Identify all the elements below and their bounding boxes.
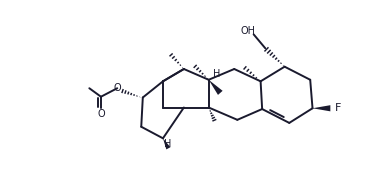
Text: F: F — [335, 103, 341, 113]
Text: O: O — [97, 109, 105, 119]
Text: OH: OH — [241, 26, 256, 36]
Text: H: H — [213, 69, 220, 79]
Text: H: H — [164, 139, 171, 150]
Polygon shape — [313, 105, 330, 111]
Text: O: O — [113, 83, 121, 93]
Polygon shape — [209, 80, 223, 95]
Polygon shape — [163, 138, 171, 149]
